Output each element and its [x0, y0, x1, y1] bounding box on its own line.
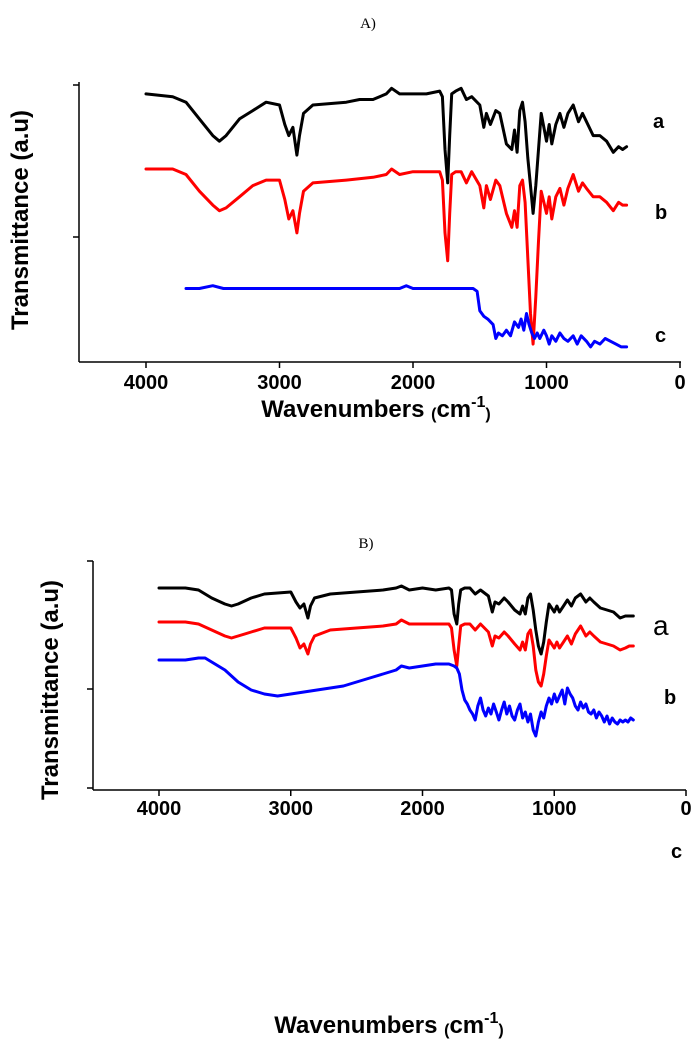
x-axis-title-a-unit: cm [436, 396, 471, 423]
x-axis-title-b-word: Wavenumbers [274, 1012, 437, 1039]
x-axis-title-a-exp: -1 [471, 394, 485, 411]
traces-a [144, 86, 629, 349]
x-axis-title-b-open: ( [444, 1022, 450, 1039]
spectrum-line-b-c [157, 656, 635, 738]
series-label-b-c: c [671, 841, 682, 863]
x-tick-label-a-0: 4000 [124, 372, 169, 394]
x-tick-label-b-4: 0 [680, 798, 691, 820]
x-tick-label-a-3: 1000 [524, 372, 569, 394]
chart-panel-b: B) 4000 3000 2000 1000 0 Transmittance (a.u)… [37, 536, 692, 1039]
y-axis-title-b: Transmittance (a.u) [37, 580, 64, 800]
x-tick-label-b-1: 3000 [269, 798, 314, 820]
spectrum-line-b-b [157, 618, 635, 688]
spectrum-line-a-b [144, 167, 629, 346]
x-axis-title-a-close: ) [485, 406, 490, 423]
x-axis-title-b-close: ) [498, 1022, 503, 1039]
series-label-b-a: a [653, 610, 669, 641]
x-axis-title-b: Wavenumbers (cm-1) [274, 1010, 503, 1039]
x-ticks-a: 4000 3000 2000 1000 0 [124, 362, 686, 394]
x-tick-label-a-4: 0 [674, 372, 685, 394]
panel-label-b: B) [359, 536, 374, 552]
spectrum-line-a-a [144, 86, 629, 215]
chart-panel-a: A) 4000 3000 2000 1000 0 Transmittance (a.u)… [7, 16, 686, 423]
x-axis-title-a: Wavenumbers (cm-1) [261, 394, 490, 423]
series-label-a-b: b [655, 202, 667, 224]
x-tick-label-b-0: 4000 [137, 798, 182, 820]
x-tick-label-b-2: 2000 [400, 798, 445, 820]
x-tick-label-a-2: 2000 [391, 372, 436, 394]
y-axis-title-a: Transmittance (a.u) [7, 110, 34, 330]
panel-label-a: A) [360, 16, 376, 32]
series-label-b-b: b [664, 687, 676, 709]
x-axis-title-a-open: ( [431, 406, 437, 423]
spectrum-line-b-a [157, 584, 635, 656]
x-axis-title-a-word: Wavenumbers [261, 396, 424, 423]
spectrum-line-a-c [184, 284, 629, 349]
x-axis-title-b-exp: -1 [484, 1010, 498, 1027]
x-tick-label-b-3: 1000 [532, 798, 577, 820]
series-label-a-a: a [653, 111, 665, 133]
x-ticks-b: 4000 3000 2000 1000 0 [137, 790, 692, 820]
traces-b [157, 584, 635, 738]
series-label-a-c: c [655, 325, 666, 347]
x-axis-title-b-unit: cm [449, 1012, 484, 1039]
x-tick-label-a-1: 3000 [257, 372, 302, 394]
